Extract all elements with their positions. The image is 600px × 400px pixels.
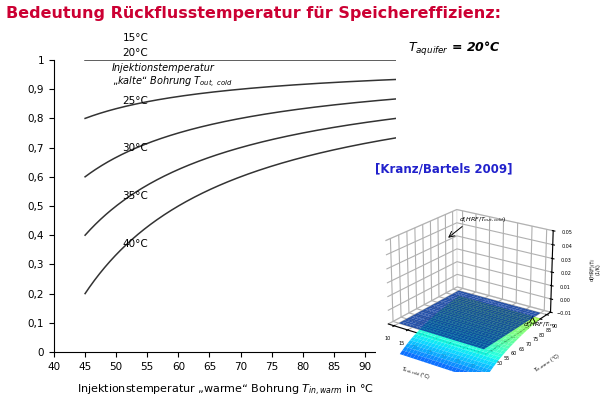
Text: [Kranz/Bartels 2009]: [Kranz/Bartels 2009] (375, 162, 512, 175)
Text: 35°C: 35°C (122, 191, 148, 201)
Text: 30°C: 30°C (122, 144, 148, 154)
Text: Bedeutung Rückflusstemperatur für Speichereffizienz:: Bedeutung Rückflusstemperatur für Speich… (6, 6, 501, 21)
Text: Injektionstemperatur
„kalte“ Bohrung $T_{out,\ cold}$: Injektionstemperatur „kalte“ Bohrung $T_… (112, 63, 233, 90)
Text: 25°C: 25°C (122, 96, 148, 106)
Text: 20°C: 20°C (122, 48, 148, 58)
X-axis label: $T_{out,cold}$ (°C): $T_{out,cold}$ (°C) (400, 365, 431, 382)
Text: Injektionstemperatur „warme“ Bohrung $T_{in,warm}$ in °C: Injektionstemperatur „warme“ Bohrung $T_… (77, 383, 373, 398)
Text: $T_{aquifer}$ = 20°C: $T_{aquifer}$ = 20°C (408, 40, 501, 58)
Text: 15°C: 15°C (122, 33, 148, 43)
Y-axis label: $T_{in,warm}$ (°C): $T_{in,warm}$ (°C) (532, 351, 562, 375)
Text: 40°C: 40°C (122, 239, 148, 249)
Text: $d(HRF/T_{in}$: $d(HRF/T_{in}$ (523, 320, 554, 329)
Text: $d(HRF/T_{out,cold})$: $d(HRF/T_{out,cold})$ (459, 216, 506, 224)
